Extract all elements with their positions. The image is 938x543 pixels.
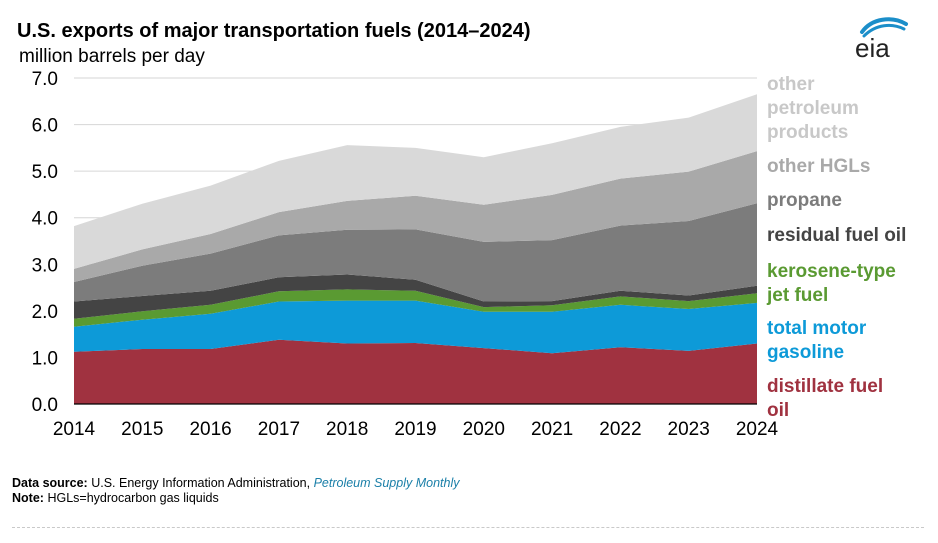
x-tick-label: 2024 [736, 419, 779, 440]
area-series-other-hgls [74, 151, 757, 282]
note-label: Note: [12, 491, 44, 505]
series-label: total motor gasoline [767, 318, 867, 363]
y-tick-label: 6.0 [32, 116, 58, 137]
y-tick-label: 4.0 [32, 209, 58, 230]
x-tick-label: 2016 [189, 419, 231, 440]
y-tick-label: 0.0 [32, 395, 58, 416]
y-tick-label: 1.0 [32, 348, 58, 369]
x-tick-label: 2019 [394, 419, 436, 440]
note-text: HGLs=hydrocarbon gas liquids [47, 491, 219, 505]
data-source-line: Data source: U.S. Energy Information Adm… [12, 476, 459, 490]
x-tick-label: 2018 [326, 419, 368, 440]
chart-unit-label: million barrels per day [19, 46, 205, 67]
area-series-residual-fuel-oil [74, 274, 757, 319]
y-tick-label: 7.0 [32, 69, 58, 90]
source-text: U.S. Energy Information Administration, [91, 476, 311, 490]
x-tick-label: 2015 [121, 419, 163, 440]
x-tick-label: 2020 [463, 419, 505, 440]
series-label: kerosene-type jet fuel [766, 261, 896, 306]
y-tick-label: 2.0 [32, 302, 58, 323]
area-series-distillate-fuel-oil [74, 339, 757, 404]
area-series-total-motor-gasoline [74, 300, 757, 354]
area-series-propane [74, 203, 757, 302]
area-series-kerosene-type-jet-fuel [74, 289, 757, 327]
chart-title: U.S. exports of major transportation fue… [17, 20, 531, 42]
note-line: Note: HGLs=hydrocarbon gas liquids [12, 491, 219, 505]
series-label: distillate fuel oil [767, 376, 883, 421]
eia-logo: eia [855, 17, 908, 60]
y-tick-label: 3.0 [32, 255, 58, 276]
series-label: propane [767, 190, 842, 211]
series-label: other HGLs [767, 156, 870, 177]
x-tick-label: 2014 [53, 419, 96, 440]
x-tick-label: 2017 [258, 419, 300, 440]
x-tick-label: 2022 [599, 419, 641, 440]
source-publication-link[interactable]: Petroleum Supply Monthly [313, 476, 460, 490]
y-tick-label: 5.0 [32, 162, 58, 183]
x-tick-label: 2021 [531, 419, 573, 440]
stacked-area-chart: 0.0 1.0 2.0 3.0 4.0 5.0 6.0 7.0 2014 2015 2016 2017… [32, 69, 907, 440]
series-label: residual fuel oil [767, 225, 906, 246]
footer-divider [12, 527, 924, 528]
x-tick-label: 2023 [668, 419, 710, 440]
source-label: Data source: [12, 476, 88, 490]
area-series-other-petroleum-products [74, 94, 757, 269]
series-label: other petroleum products [767, 74, 859, 143]
svg-text:eia: eia [855, 33, 890, 60]
